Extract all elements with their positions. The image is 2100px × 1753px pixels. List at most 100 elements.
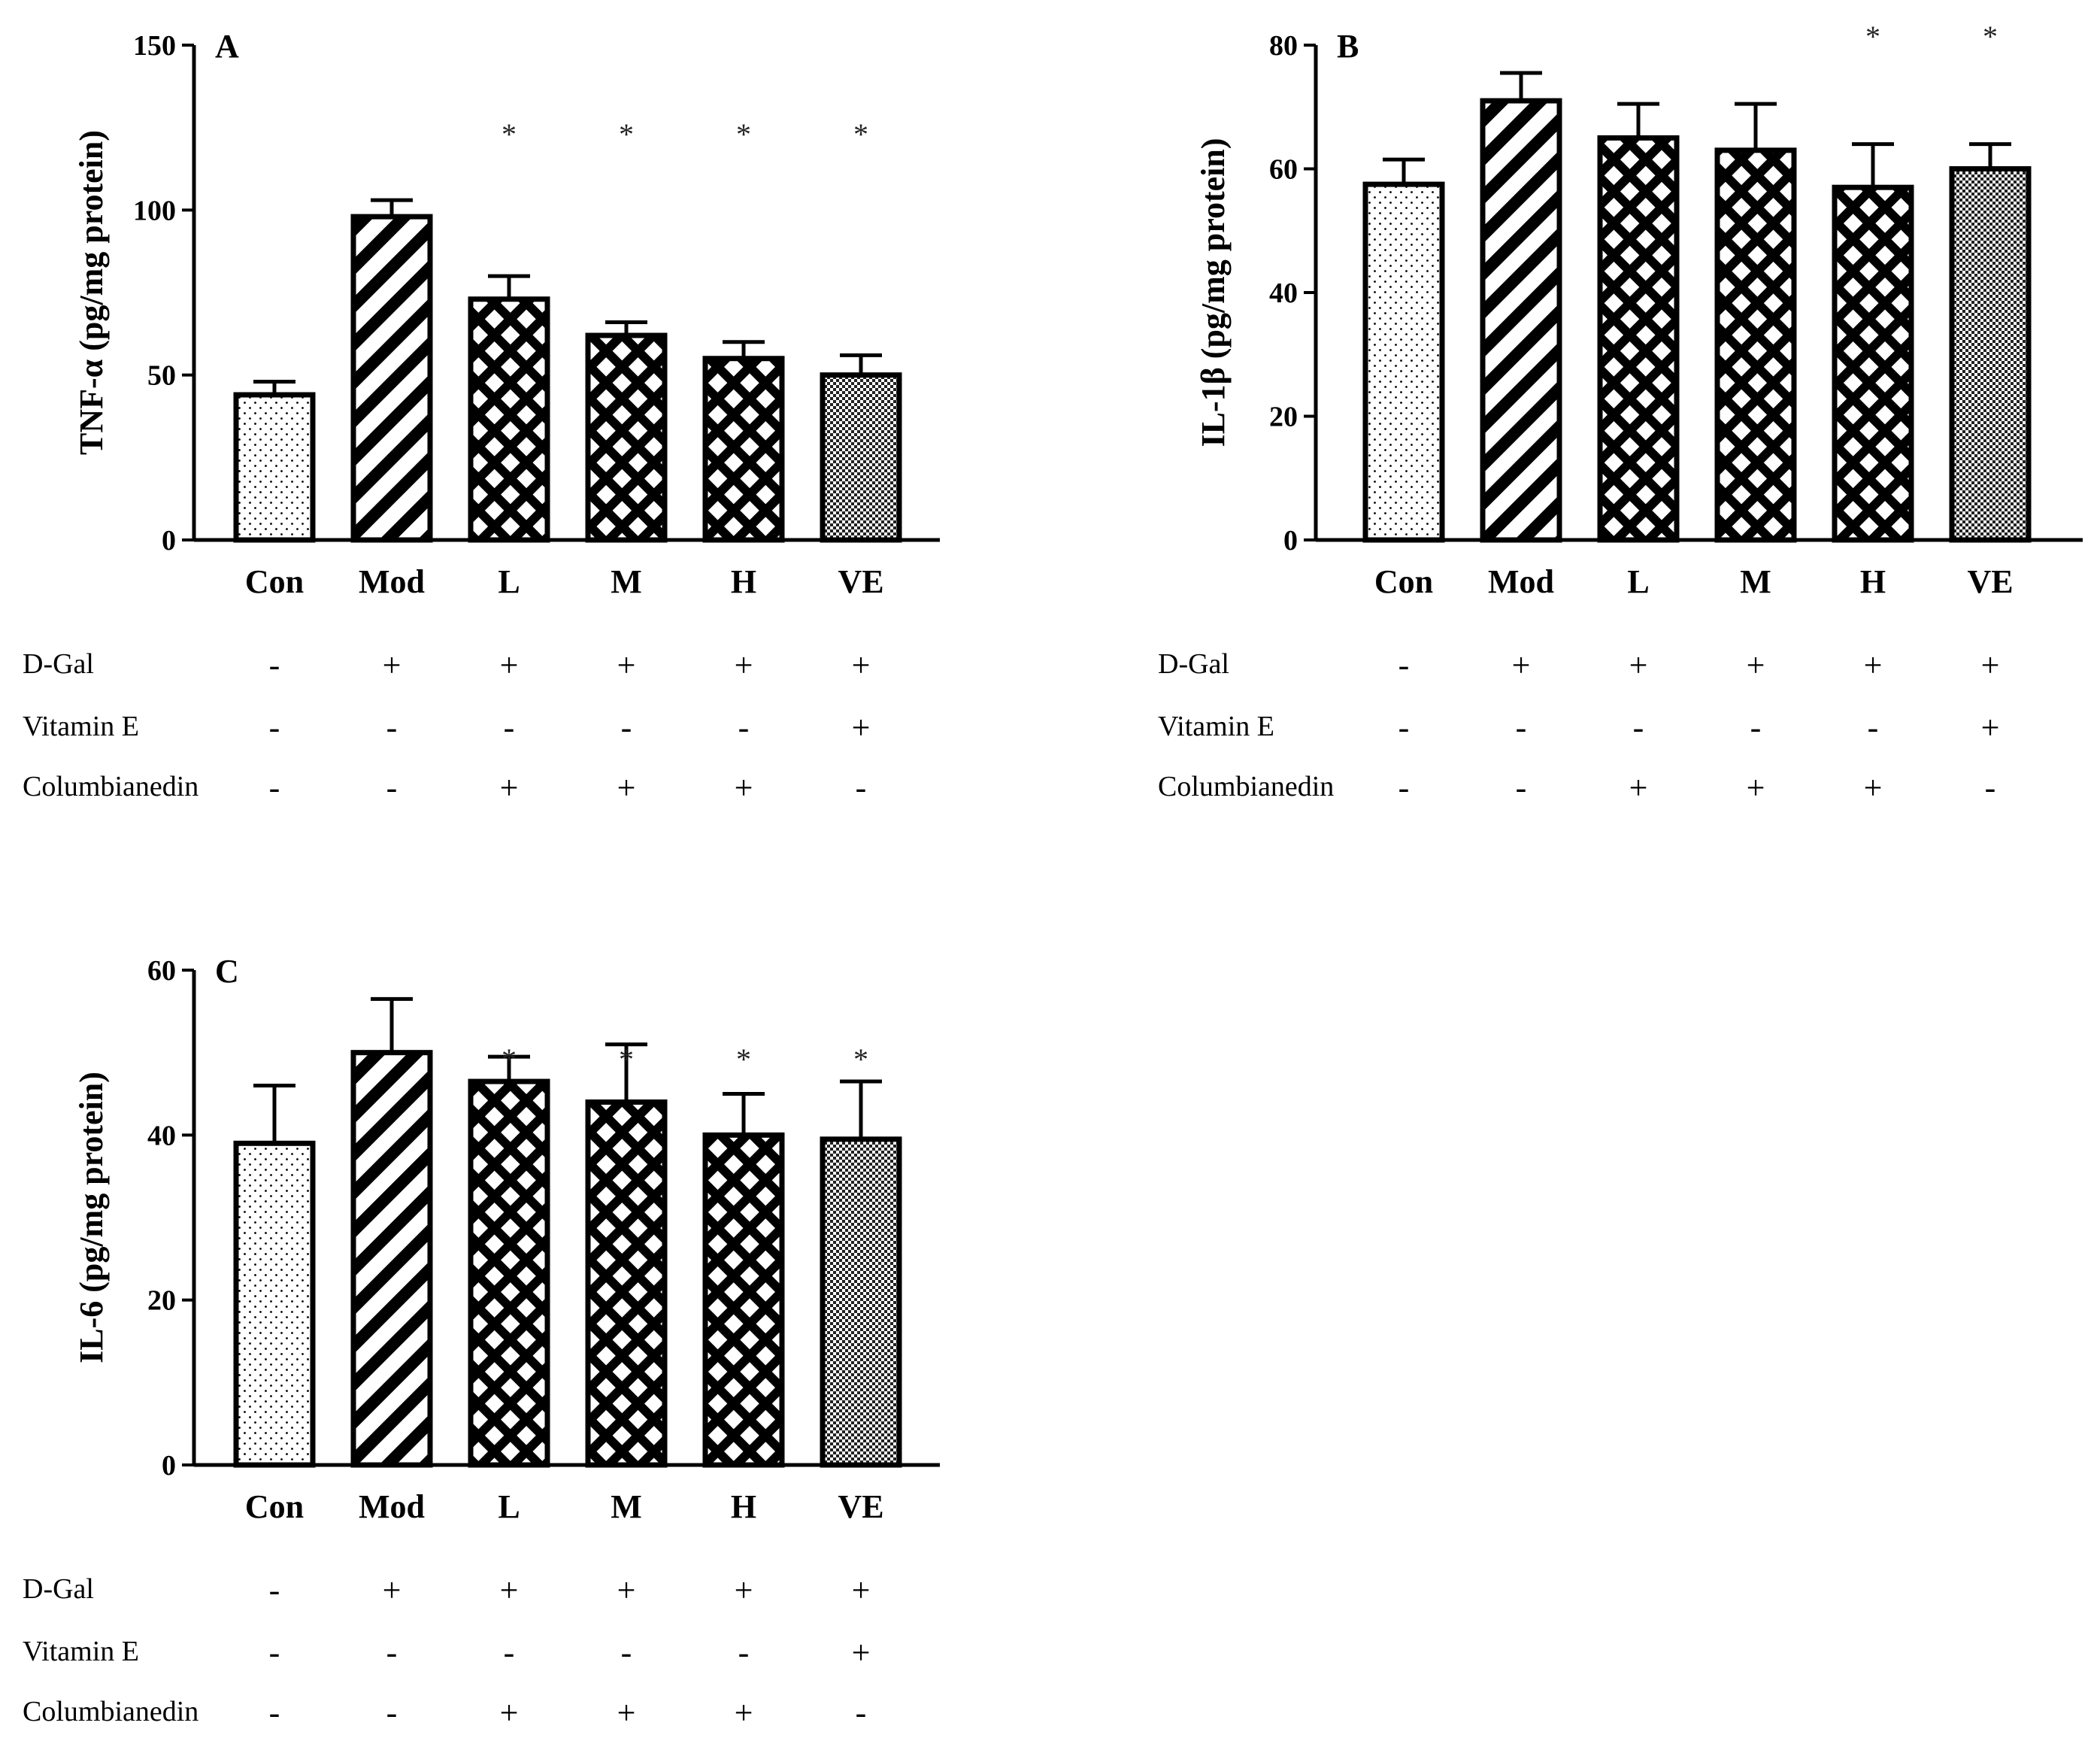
bar-con bbox=[233, 1140, 316, 1468]
y-axis-label: IL-6 (pg/mg protein) bbox=[73, 1072, 110, 1363]
y-tick-label: 0 bbox=[1283, 525, 1298, 557]
treatment-sign: + bbox=[852, 1634, 871, 1671]
category-label: Con bbox=[1374, 563, 1433, 600]
treatment-sign: + bbox=[383, 1572, 402, 1609]
bar-m bbox=[1714, 147, 1797, 543]
treatment-sign: + bbox=[1981, 647, 2000, 684]
category-label: Mod bbox=[359, 1488, 425, 1525]
treatment-sign: - bbox=[621, 1634, 632, 1671]
category-label: H bbox=[1860, 563, 1886, 600]
treatment-sign: - bbox=[1868, 709, 1879, 746]
significance-marker: * bbox=[736, 1042, 751, 1076]
category-label: L bbox=[498, 1488, 520, 1525]
treatment-sign: + bbox=[735, 769, 753, 806]
treatment-sign: - bbox=[1516, 709, 1527, 746]
treatment-sign: + bbox=[852, 1572, 871, 1609]
treatment-sign: - bbox=[1398, 647, 1410, 684]
bar-m bbox=[585, 1099, 668, 1468]
treatment-sign: + bbox=[500, 1694, 519, 1731]
y-tick-label: 60 bbox=[147, 955, 176, 987]
category-label: M bbox=[611, 563, 642, 600]
y-tick-label: 100 bbox=[133, 195, 176, 226]
y-tick-label: 0 bbox=[162, 525, 176, 557]
category-label: L bbox=[498, 563, 520, 600]
category-label: H bbox=[731, 1488, 756, 1525]
treatment-row-label: Vitamin E bbox=[23, 711, 139, 742]
treatment-sign: - bbox=[738, 709, 750, 746]
treatment-sign: + bbox=[500, 1572, 519, 1609]
treatment-sign: - bbox=[504, 709, 515, 746]
treatment-sign: + bbox=[735, 1572, 753, 1609]
category-label: M bbox=[1740, 563, 1771, 600]
bar-mod bbox=[1480, 98, 1562, 543]
treatment-sign: - bbox=[269, 1634, 280, 1671]
treatment-row-label: D-Gal bbox=[23, 1573, 94, 1605]
significance-marker: * bbox=[736, 117, 751, 151]
treatment-row-label: Columbianedin bbox=[23, 1696, 198, 1727]
treatment-sign: - bbox=[269, 769, 280, 806]
y-tick-label: 0 bbox=[162, 1450, 176, 1482]
category-label: H bbox=[731, 563, 756, 600]
significance-marker: * bbox=[502, 1042, 517, 1076]
treatment-sign: + bbox=[1747, 647, 1765, 684]
treatment-row-label: D-Gal bbox=[23, 648, 94, 680]
treatment-sign: + bbox=[617, 1572, 636, 1609]
treatment-sign: + bbox=[1512, 647, 1531, 684]
bar-ve bbox=[820, 1136, 902, 1468]
treatment-sign: + bbox=[617, 1694, 636, 1731]
bar-ve bbox=[820, 372, 902, 543]
category-label: M bbox=[611, 1488, 642, 1525]
treatment-sign: + bbox=[1981, 709, 2000, 746]
treatment-sign: - bbox=[269, 709, 280, 746]
treatment-sign: + bbox=[735, 1694, 753, 1731]
treatment-sign: + bbox=[617, 769, 636, 806]
treatment-sign: + bbox=[617, 647, 636, 684]
treatment-sign: - bbox=[1398, 769, 1410, 806]
bar-l bbox=[468, 1078, 550, 1468]
treatment-sign: - bbox=[738, 1634, 750, 1671]
bar-mod bbox=[350, 1050, 433, 1468]
category-label: VE bbox=[1967, 563, 2013, 600]
treatment-sign: + bbox=[500, 769, 519, 806]
category-label: L bbox=[1627, 563, 1649, 600]
significance-marker: * bbox=[1865, 20, 1880, 53]
bar-m bbox=[585, 332, 668, 543]
treatment-sign: - bbox=[1633, 709, 1644, 746]
treatment-sign: - bbox=[269, 647, 280, 684]
category-label: VE bbox=[838, 563, 883, 600]
bar-h bbox=[702, 1132, 785, 1468]
y-tick-label: 150 bbox=[133, 30, 176, 62]
bar-l bbox=[1597, 135, 1680, 543]
treatment-sign: - bbox=[1750, 709, 1762, 746]
panel-b: 0 20 40 60 80 B IL-1β (pg/mg protein) Con Mod L M H… bbox=[1135, 0, 2100, 827]
panel-letter: A bbox=[215, 28, 239, 65]
treatment-sign: - bbox=[856, 1694, 867, 1731]
treatment-sign: + bbox=[1629, 647, 1648, 684]
treatment-row-label: Vitamin E bbox=[1158, 711, 1274, 742]
category-label: Mod bbox=[1488, 563, 1554, 600]
bar-l bbox=[468, 296, 550, 543]
treatment-sign: + bbox=[1864, 769, 1883, 806]
treatment-sign: + bbox=[735, 647, 753, 684]
chart-svg: 0 50 100 150 A TNF-α (pg/mg protein) Con Mod L * M… bbox=[23, 28, 940, 806]
significance-marker: * bbox=[1983, 20, 1998, 53]
bar-h bbox=[702, 356, 785, 543]
treatment-sign: + bbox=[383, 647, 402, 684]
treatment-row-label: Columbianedin bbox=[1158, 771, 1334, 802]
bar-ve bbox=[1949, 166, 2032, 543]
treatment-sign: - bbox=[386, 769, 398, 806]
y-axis-label: TNF-α (pg/mg protein) bbox=[73, 130, 110, 455]
panel-letter: B bbox=[1337, 28, 1359, 65]
panel-letter: C bbox=[215, 953, 239, 990]
category-label: Con bbox=[245, 1488, 304, 1525]
bar-con bbox=[233, 392, 316, 543]
treatment-sign: - bbox=[386, 1694, 398, 1731]
treatment-sign: - bbox=[504, 1634, 515, 1671]
treatment-row-label: D-Gal bbox=[1158, 648, 1229, 680]
treatment-row-label: Columbianedin bbox=[23, 771, 198, 802]
bar-h bbox=[1832, 184, 1914, 543]
bar-con bbox=[1362, 181, 1445, 543]
category-label: Mod bbox=[359, 563, 425, 600]
y-tick-label: 50 bbox=[147, 360, 176, 392]
